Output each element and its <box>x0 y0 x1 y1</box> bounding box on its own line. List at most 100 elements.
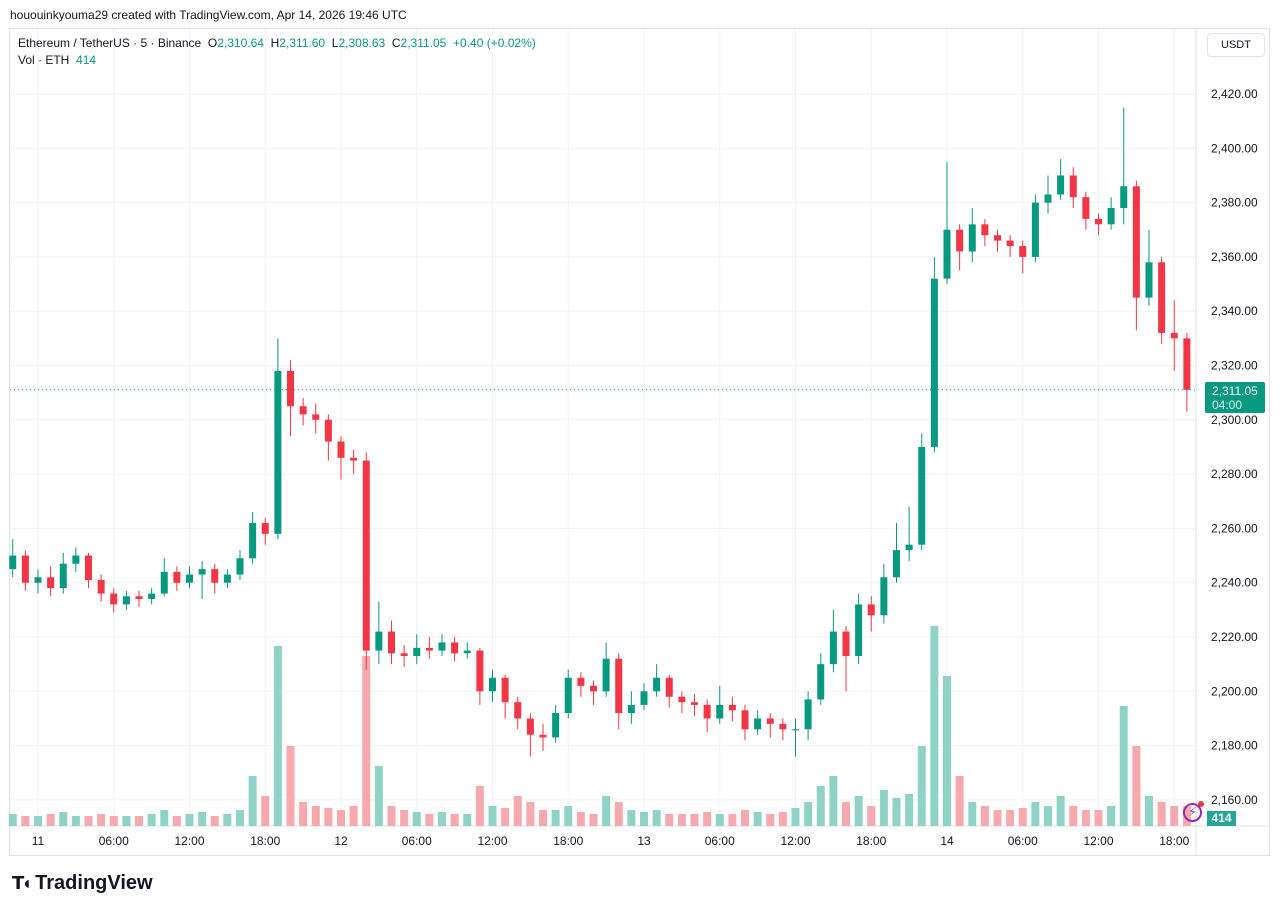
close-value: 2,311.05 <box>400 36 447 50</box>
volume-bar <box>513 796 522 826</box>
currency-unit-button[interactable]: USDT <box>1207 33 1265 57</box>
candle-body <box>653 677 661 692</box>
volume-bar <box>1107 806 1116 826</box>
price-axis-label: 2,280.00 <box>1211 467 1258 481</box>
open-label: O <box>207 36 218 50</box>
volume-bar <box>8 814 17 826</box>
candle-body <box>981 224 989 236</box>
volume-bar <box>804 802 813 826</box>
volume-bar <box>690 814 699 826</box>
candle-body <box>388 631 395 654</box>
candle-body <box>1057 175 1065 195</box>
time-axis-label: 06:00 <box>402 834 432 848</box>
volume-bar <box>1056 796 1065 826</box>
volume-bar <box>488 806 497 826</box>
candle-body <box>602 658 610 692</box>
candle-body <box>312 414 320 420</box>
candle-body <box>110 593 118 605</box>
candle-body <box>438 642 446 651</box>
volume-bar <box>1081 810 1090 826</box>
volume-bar <box>349 806 358 826</box>
price-axis-label: 2,200.00 <box>1211 684 1258 698</box>
candle-body <box>1120 186 1128 209</box>
volume-bar <box>829 776 838 826</box>
candle-body <box>1170 332 1178 339</box>
volume-bar <box>955 776 964 826</box>
chart-legend: Ethereum / TetherUS · 5 · Binance O2,310… <box>18 35 536 69</box>
volume-bar <box>34 816 42 826</box>
bar-countdown: 04:00 <box>1212 397 1243 412</box>
candle-body <box>905 544 913 551</box>
candle-body <box>21 555 29 583</box>
volume-bar <box>576 812 585 826</box>
candle-body <box>577 677 585 686</box>
volume-bar <box>1132 746 1141 826</box>
candle-body <box>97 579 105 594</box>
price-axis-label: 2,360.00 <box>1211 250 1258 264</box>
volume-bar <box>450 814 459 826</box>
candle-body <box>779 723 787 730</box>
candle-body <box>299 406 307 415</box>
candle-body <box>880 577 888 616</box>
price-axis-label: 2,260.00 <box>1211 521 1258 535</box>
volume-bar <box>210 816 219 826</box>
volume-bar <box>1094 810 1103 826</box>
candle-body <box>842 631 850 657</box>
time-axis-label: 11 <box>32 834 45 848</box>
price-axis-label: 2,240.00 <box>1211 576 1258 590</box>
time-axis-label: 12:00 <box>477 834 507 848</box>
volume-bar <box>71 816 80 826</box>
volume-bar <box>677 814 686 826</box>
symbol-title[interactable]: Ethereum / TetherUS · 5 · Binance <box>18 36 202 50</box>
notification-dot-icon <box>1198 801 1204 807</box>
volume-bar <box>1119 706 1128 826</box>
candle-body <box>413 647 421 657</box>
volume-label[interactable]: Vol · ETH <box>18 53 70 67</box>
low-value: 2,308.63 <box>338 36 386 50</box>
candle-body <box>1095 218 1102 225</box>
volume-bar <box>791 808 800 826</box>
volume-badge: 414 <box>1207 811 1236 826</box>
candle-body <box>1031 202 1039 257</box>
candle-body <box>893 550 900 578</box>
candle-body <box>337 441 345 458</box>
volume-bar <box>400 810 409 826</box>
volume-bar <box>84 816 93 826</box>
candle-body <box>590 685 597 692</box>
candle-body <box>1044 194 1052 203</box>
candle-body <box>691 702 698 705</box>
lightning-alert-icon[interactable]: ⚡ <box>1183 801 1204 822</box>
volume-bar <box>1157 802 1166 826</box>
candle-body <box>211 569 219 583</box>
time-axis-label: 18:00 <box>250 834 280 848</box>
tradingview-logo[interactable]: 𝗧◖ TradingView <box>12 872 153 895</box>
volume-bar <box>879 790 888 826</box>
volume-bar <box>374 766 383 826</box>
candle-body <box>186 574 193 583</box>
volume-bar <box>1031 802 1040 826</box>
candle-body <box>1082 197 1090 219</box>
volume-bar <box>602 796 611 826</box>
candle-body <box>9 555 17 570</box>
volume-row: Vol · ETH 414 <box>18 52 536 69</box>
candle-body <box>817 664 825 700</box>
candle-body <box>400 653 408 657</box>
change-value: +0.40 (+0.02%) <box>453 36 536 50</box>
candle-body <box>47 577 55 589</box>
volume-bar <box>185 814 194 826</box>
candle-body <box>160 571 168 594</box>
high-value: 2,311.60 <box>279 36 326 50</box>
candle-body <box>627 704 635 714</box>
candle-body <box>476 650 484 692</box>
close-label: C <box>391 36 401 50</box>
volume-bar <box>778 812 787 826</box>
volume-bar <box>816 786 825 826</box>
candle-body <box>362 460 370 651</box>
tradingview-logo-icon: 𝗧◖ <box>12 873 32 893</box>
price-axis-label: 2,340.00 <box>1211 304 1258 318</box>
candle-body <box>728 704 736 711</box>
candle-body <box>678 696 686 703</box>
volume-bar <box>463 814 472 826</box>
volume-bar <box>223 814 232 826</box>
